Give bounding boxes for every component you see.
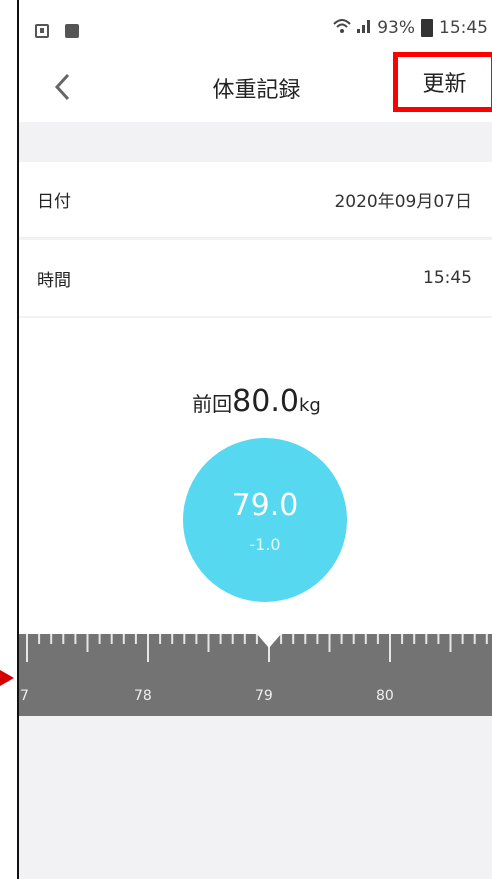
date-label: 日付	[37, 187, 71, 212]
wifi-icon	[333, 18, 351, 38]
status-bar: 93% 15:45	[19, 0, 492, 58]
ruler-label: 78	[134, 688, 152, 704]
empty-area	[19, 716, 492, 879]
time-row[interactable]: 時間 15:45	[19, 240, 492, 316]
image-icon	[65, 24, 79, 38]
phone-screen: 93% 15:45 体重記録 更新 日付 2020年09月07日 時間 15:4…	[17, 0, 492, 879]
previous-label: 前回	[192, 392, 232, 416]
current-weight-circle: 79.0 -1.0	[183, 438, 347, 602]
battery-icon	[421, 19, 433, 37]
status-clock: 15:45	[439, 18, 488, 38]
date-value: 2020年09月07日	[334, 187, 472, 212]
weight-unit: kg	[299, 395, 321, 416]
ruler-pointer-indicator	[257, 634, 281, 648]
download-icon	[35, 24, 49, 38]
weight-section: 前回80.0kg 79.0 -1.0	[19, 318, 492, 634]
weight-ruler-slider[interactable]: 7 78 79 80	[19, 634, 492, 716]
ruler-ticks	[19, 634, 492, 684]
ruler-label: 79	[255, 688, 273, 704]
time-label: 時間	[37, 266, 71, 291]
previous-value: 80.0	[232, 384, 299, 419]
weight-difference: -1.0	[183, 535, 347, 554]
ruler-label: 7	[20, 688, 29, 704]
ruler-label: 80	[376, 688, 394, 704]
battery-percent: 93%	[377, 18, 415, 38]
annotation-arrow	[0, 670, 14, 686]
update-button[interactable]: 更新	[422, 66, 466, 98]
previous-weight: 前回80.0kg	[19, 384, 492, 419]
time-value: 15:45	[423, 268, 472, 288]
update-highlight-box: 更新	[393, 52, 492, 112]
navigation-bar: 体重記録 更新	[19, 58, 492, 122]
section-spacer	[19, 122, 492, 162]
current-weight-value: 79.0	[183, 488, 347, 523]
date-row[interactable]: 日付 2020年09月07日	[19, 162, 492, 238]
signal-icon	[357, 18, 371, 38]
